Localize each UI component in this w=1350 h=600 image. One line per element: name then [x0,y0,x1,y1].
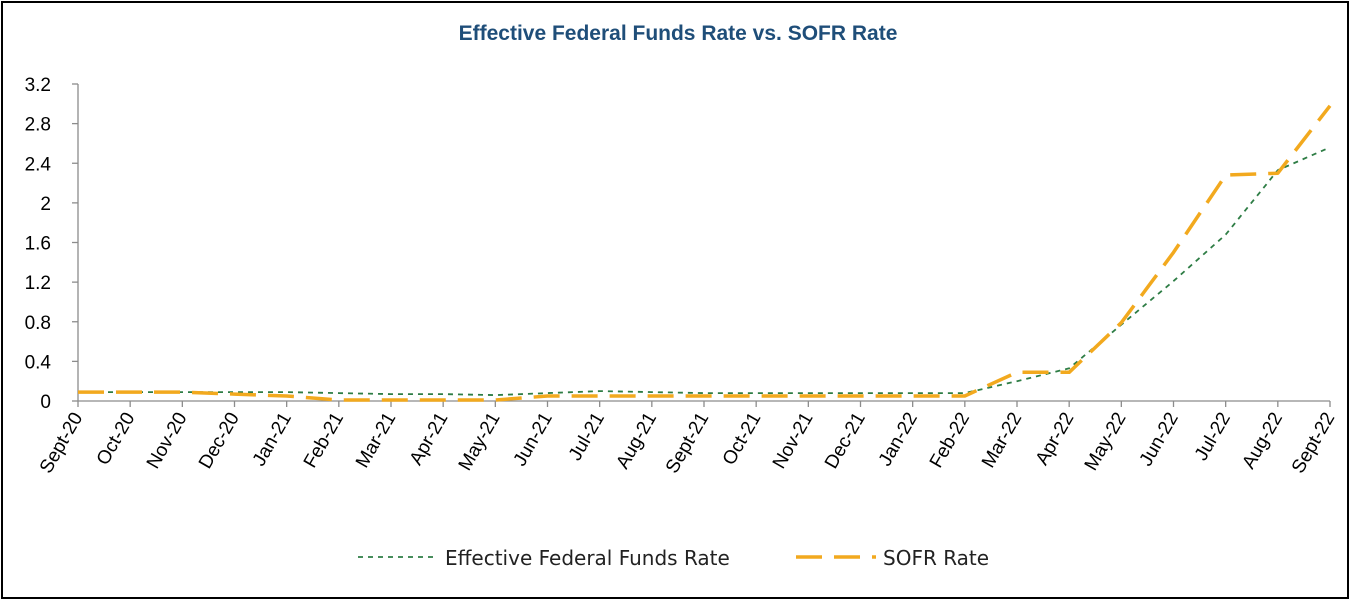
series-line-sofr-rate [78,104,1332,402]
x-tick-label: Nov-20 [143,409,192,473]
y-tick-label: 3.2 [25,75,51,96]
series-lines [78,104,1332,402]
x-axis-ticks: Sept-20 Oct-20 Nov-20 Dec-20 Jan-21 Feb-21 Mar… [36,401,1339,477]
x-tick-label: Aug-22 [1238,409,1287,473]
line-chart: Effective Federal Funds Rate vs. SOFR Ra… [25,22,1340,570]
legend-label-sofr-rate: SOFR Rate [883,546,989,570]
x-tick-label: Sept-20 [36,409,87,477]
x-tick-label: Dec-21 [821,409,870,473]
x-tick-label: Jun-21 [510,409,557,470]
x-tick-label: Jan-21 [249,409,296,470]
x-tick-label: Aug-21 [612,409,661,473]
legend-label-effective-federal-funds-rate: Effective Federal Funds Rate [445,546,730,570]
y-tick-label: 1.6 [25,234,51,255]
x-tick-label: Mar-21 [352,409,400,472]
x-tick-label: May-22 [1081,409,1131,474]
y-tick-label: 0.8 [25,313,51,334]
x-tick-label: Apr-22 [1032,409,1079,469]
x-tick-label: Jan-22 [875,409,922,470]
x-tick-label: Feb-22 [926,409,974,472]
x-tick-label: Dec-20 [195,409,244,473]
x-tick-label: Sept-21 [662,409,713,477]
y-axis-ticks: 0 0.4 0.8 1.2 1.6 2 2.4 2.8 3.2 [25,75,78,413]
y-tick-label: 2.4 [25,154,52,175]
y-tick-label: 1.2 [25,273,51,294]
x-tick-label: Feb-21 [300,409,348,472]
series-line-effective-federal-funds-rate [78,146,1331,397]
x-tick-label: Oct-20 [93,409,140,469]
x-tick-label: Mar-22 [978,409,1026,472]
y-tick-label: 0.4 [25,352,52,373]
x-tick-label: Sept-22 [1288,409,1339,477]
y-tick-label: 0 [40,392,51,413]
legend: Effective Federal Funds Rate SOFR Rate [358,546,989,570]
x-tick-label: May-21 [455,409,505,474]
x-tick-label: Oct-21 [719,409,766,469]
y-tick-label: 2 [40,194,51,215]
x-tick-label: Apr-21 [406,409,453,469]
y-tick-label: 2.8 [25,115,51,136]
chart-title: Effective Federal Funds Rate vs. SOFR Ra… [459,22,898,45]
axes [77,84,1330,402]
x-tick-label: Jun-22 [1136,409,1183,470]
x-tick-label: Nov-21 [769,409,818,473]
x-tick-label: Jul-22 [1191,409,1235,464]
x-tick-label: Jul-21 [565,409,609,464]
